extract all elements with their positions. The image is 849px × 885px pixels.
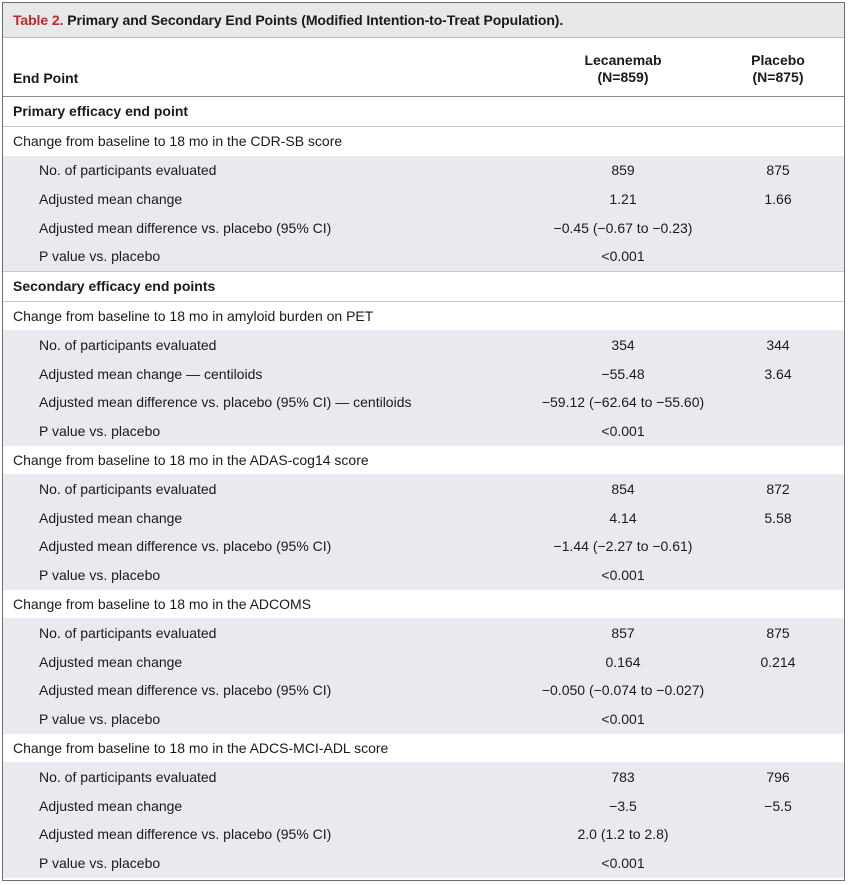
table-number: Table 2. bbox=[13, 12, 64, 28]
row-label: P value vs. placebo bbox=[39, 855, 161, 872]
table-row: P value vs. placebo <0.001 bbox=[3, 241, 844, 272]
placebo-value: 796 bbox=[766, 768, 790, 785]
table-row: No. of participants evaluated 354 344 bbox=[3, 330, 844, 360]
row-label: No. of participants evaluated bbox=[39, 480, 217, 497]
lecanemab-value: −1.44 (−2.27 to −0.61) bbox=[553, 538, 693, 555]
table-row: P value vs. placebo <0.001 bbox=[3, 416, 844, 446]
row-label: No. of participants evaluated bbox=[39, 161, 217, 178]
table-row: Adjusted mean difference vs. placebo (95… bbox=[3, 213, 844, 242]
table-caption: Primary and Secondary End Points (Modifi… bbox=[67, 12, 564, 28]
lecanemab-value: 2.0 (1.2 to 2.8) bbox=[577, 826, 669, 843]
table-row: No. of participants evaluated 859 875 bbox=[3, 155, 844, 185]
row-label: P value vs. placebo bbox=[39, 423, 161, 440]
table-row: P value vs. placebo <0.001 bbox=[3, 848, 844, 878]
row-label: P value vs. placebo bbox=[39, 248, 161, 265]
row-label: Primary efficacy end point bbox=[13, 103, 189, 120]
row-label: P value vs. placebo bbox=[39, 711, 161, 728]
row-label: Adjusted mean change bbox=[39, 797, 183, 814]
row-label: Adjusted mean change bbox=[39, 653, 183, 670]
table-title: Table 2. Primary and Secondary End Point… bbox=[3, 3, 844, 38]
header-placebo-n: (N=875) bbox=[752, 69, 804, 85]
lecanemab-value: 1.21 bbox=[609, 190, 637, 207]
table-row: P value vs. placebo <0.001 bbox=[3, 704, 844, 734]
placebo-value: 872 bbox=[766, 480, 790, 497]
table-row: Adjusted mean change 1.21 1.66 bbox=[3, 184, 844, 214]
lecanemab-value: −3.5 bbox=[609, 797, 637, 814]
placebo-value: 5.58 bbox=[764, 509, 792, 526]
lecanemab-value: −0.050 (−0.074 to −0.027) bbox=[541, 682, 705, 699]
row-label: Adjusted mean difference vs. placebo (95… bbox=[39, 682, 332, 699]
table-row: No. of participants evaluated 857 875 bbox=[3, 618, 844, 648]
placebo-value: 1.66 bbox=[764, 190, 792, 207]
row-label: Adjusted mean difference vs. placebo (95… bbox=[39, 538, 332, 555]
lecanemab-value: −59.12 (−62.64 to −55.60) bbox=[541, 394, 705, 411]
lecanemab-value: −0.45 (−0.67 to −0.23) bbox=[553, 219, 693, 236]
row-label: Adjusted mean difference vs. placebo (95… bbox=[39, 394, 412, 411]
header-endpoint: End Point bbox=[13, 70, 79, 86]
row-label: No. of participants evaluated bbox=[39, 624, 217, 641]
group-row: Change from baseline to 18 mo in the ADA… bbox=[3, 446, 844, 475]
table-row: Adjusted mean change 4.14 5.58 bbox=[3, 503, 844, 532]
table-row: Adjusted mean difference vs. placebo (95… bbox=[3, 387, 844, 417]
table-row: No. of participants evaluated 783 796 bbox=[3, 762, 844, 792]
header-lecanemab-n: (N=859) bbox=[597, 69, 649, 85]
row-label: Adjusted mean change bbox=[39, 509, 183, 526]
row-label: Change from baseline to 18 mo in the ADA… bbox=[13, 451, 369, 468]
table-row: Adjusted mean change 0.164 0.214 bbox=[3, 647, 844, 676]
row-label: P value vs. placebo bbox=[39, 567, 161, 584]
row-label: Adjusted mean change bbox=[39, 190, 183, 207]
row-label: Adjusted mean difference vs. placebo (95… bbox=[39, 219, 332, 236]
row-label: Change from baseline to 18 mo in the ADC… bbox=[13, 739, 389, 756]
table-row: No. of participants evaluated 854 872 bbox=[3, 474, 844, 504]
lecanemab-value: 859 bbox=[611, 161, 635, 178]
group-row: Change from baseline to 18 mo in the CDR… bbox=[3, 127, 844, 156]
lecanemab-value: 4.14 bbox=[609, 509, 637, 526]
placebo-value: 344 bbox=[766, 336, 790, 353]
placebo-value: 3.64 bbox=[764, 365, 792, 382]
lecanemab-value: <0.001 bbox=[601, 711, 645, 728]
group-row: Change from baseline to 18 mo in amyloid… bbox=[3, 302, 844, 331]
lecanemab-value: 354 bbox=[611, 336, 635, 353]
group-row: Change from baseline to 18 mo in the ADC… bbox=[3, 590, 844, 619]
table-row: Adjusted mean difference vs. placebo (95… bbox=[3, 819, 844, 849]
lecanemab-value: 0.164 bbox=[605, 653, 641, 670]
row-label: Secondary efficacy end points bbox=[13, 278, 216, 295]
header-placebo: Placebo (N=875) bbox=[708, 52, 848, 86]
table-row: Adjusted mean difference vs. placebo (95… bbox=[3, 531, 844, 561]
lecanemab-value: 857 bbox=[611, 624, 635, 641]
row-label: No. of participants evaluated bbox=[39, 336, 217, 353]
table-header: End Point Lecanemab (N=859) Placebo (N=8… bbox=[3, 38, 844, 97]
row-label: No. of participants evaluated bbox=[39, 768, 217, 785]
lecanemab-value: <0.001 bbox=[601, 248, 645, 265]
table-row: Adjusted mean change — centiloids −55.48 3… bbox=[3, 359, 844, 388]
lecanemab-value: <0.001 bbox=[601, 567, 645, 584]
header-placebo-name: Placebo bbox=[751, 52, 805, 68]
group-row: Change from baseline to 18 mo in the ADC… bbox=[3, 734, 844, 763]
table-row: Adjusted mean difference vs. placebo (95… bbox=[3, 675, 844, 705]
header-lecanemab-name: Lecanemab bbox=[584, 52, 662, 68]
table-body: Primary efficacy end point Change from ba… bbox=[3, 97, 844, 878]
section-row: Primary efficacy end point bbox=[3, 97, 844, 127]
lecanemab-value: <0.001 bbox=[601, 423, 645, 440]
lecanemab-value: 854 bbox=[611, 480, 635, 497]
row-label: Adjusted mean difference vs. placebo (95… bbox=[39, 826, 332, 843]
lecanemab-value: 783 bbox=[611, 768, 635, 785]
placebo-value: 875 bbox=[766, 161, 790, 178]
placebo-value: −5.5 bbox=[764, 797, 792, 814]
header-lecanemab: Lecanemab (N=859) bbox=[548, 52, 698, 86]
table-row: P value vs. placebo <0.001 bbox=[3, 560, 844, 590]
row-label: Change from baseline to 18 mo in amyloid… bbox=[13, 307, 374, 324]
lecanemab-value: −55.48 bbox=[601, 365, 645, 382]
row-label: Change from baseline to 18 mo in the CDR… bbox=[13, 133, 343, 150]
table-row: Adjusted mean change −3.5 −5.5 bbox=[3, 791, 844, 820]
placebo-value: 875 bbox=[766, 624, 790, 641]
section-row: Secondary efficacy end points bbox=[3, 272, 844, 302]
lecanemab-value: <0.001 bbox=[601, 855, 645, 872]
row-label: Adjusted mean change — centiloids bbox=[39, 365, 263, 382]
placebo-value: 0.214 bbox=[760, 653, 796, 670]
row-label: Change from baseline to 18 mo in the ADC… bbox=[13, 595, 312, 612]
